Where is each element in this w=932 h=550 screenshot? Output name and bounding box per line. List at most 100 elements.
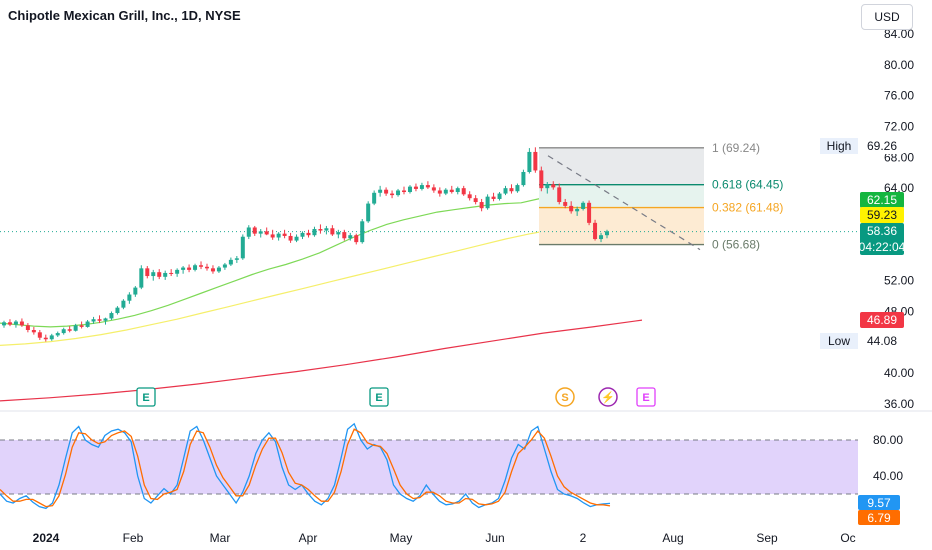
candle-body — [599, 235, 604, 240]
candle-body — [360, 221, 365, 243]
stoch-k-line — [0, 422, 611, 510]
price-label-value: 62.15 — [867, 193, 897, 207]
candle-body — [336, 232, 341, 235]
candle-body — [402, 190, 407, 193]
candle-body — [527, 151, 532, 172]
x-tick-label: Sep — [756, 531, 778, 545]
y-tick-label: 36.00 — [884, 397, 914, 411]
axes: 84.0080.0076.0072.0068.0064.0052.0048.00… — [33, 27, 915, 545]
candle-body — [449, 189, 454, 193]
candle-body — [2, 322, 6, 326]
candle-body — [431, 187, 436, 191]
price-label-timer: 04:22:04 — [859, 240, 906, 254]
price-label-tag-text: Low — [828, 334, 850, 348]
candle-body — [485, 196, 490, 209]
candle-body — [509, 188, 514, 192]
candle-body — [276, 233, 281, 238]
candle-body — [31, 330, 36, 333]
x-tick-label: Mar — [210, 531, 231, 545]
candle-body — [270, 234, 275, 238]
candle-body — [246, 227, 251, 237]
moving-averages — [0, 195, 643, 402]
candle-body — [187, 267, 192, 270]
candle-body — [127, 294, 132, 301]
event-marker-label: S — [561, 392, 568, 404]
candle-body — [330, 228, 335, 235]
candle-body — [163, 272, 168, 277]
candle-body — [348, 235, 353, 239]
candle-body — [25, 325, 30, 330]
price-label-tag — [820, 138, 858, 154]
candle-body — [413, 186, 418, 189]
candle-body — [175, 269, 180, 274]
candle-body — [342, 232, 347, 239]
price-label-box — [860, 333, 904, 349]
currency-button[interactable]: USD — [861, 4, 913, 30]
candle-body — [7, 322, 12, 325]
candle-body — [563, 202, 568, 206]
candle-body — [193, 265, 198, 270]
fib-trend-line — [547, 155, 701, 251]
x-tick-label: May — [390, 531, 413, 545]
y-tick-label: 64.00 — [884, 181, 914, 195]
price-label-value: 58.36 — [867, 224, 897, 238]
candle-body — [605, 231, 609, 236]
candle-body — [103, 318, 108, 321]
stoch-band — [0, 440, 858, 494]
candle-body — [467, 194, 472, 199]
price-label-value: 44.08 — [867, 334, 897, 348]
candle-body — [204, 266, 209, 269]
candle-body — [37, 332, 42, 338]
candle-body — [79, 325, 84, 327]
candle-body — [43, 337, 48, 340]
price-label-box — [860, 207, 904, 223]
candle-body — [67, 329, 72, 331]
candle-body — [461, 188, 466, 195]
candle-body — [73, 325, 78, 331]
candle-body — [575, 208, 580, 212]
candle-body — [587, 202, 592, 223]
price-label-value: 69.26 — [867, 139, 897, 153]
price-label-value: 59.23 — [867, 208, 897, 222]
earnings-marker — [369, 387, 389, 407]
event-marker-label: E — [375, 392, 382, 404]
x-tick-label: Apr — [299, 531, 318, 545]
fib-level-label: 0.618 (64.45) — [712, 178, 783, 192]
candle-body — [228, 259, 233, 265]
fibonacci-retracement: 1 (69.24) 0.618 (64.45) 0.382 (61.48) 0 (56… — [0, 141, 858, 252]
candle-body — [372, 192, 377, 204]
x-tick-label: Feb — [123, 531, 144, 545]
candle-body — [521, 171, 526, 186]
candle-body — [288, 235, 293, 241]
candle-body — [199, 265, 204, 267]
event-markers: E E S ⚡ E — [136, 387, 656, 407]
ma200-line — [0, 319, 643, 402]
candle-body — [396, 190, 401, 196]
x-tick-label: Aug — [662, 531, 683, 545]
event-marker — [555, 387, 575, 407]
candle-body — [49, 335, 54, 340]
candle-body — [85, 321, 90, 327]
stoch-value-label: 6.79 — [867, 511, 891, 525]
x-tick-label: 2 — [580, 531, 587, 545]
candle-body — [455, 188, 460, 193]
x-tick-label: Oc — [840, 531, 855, 545]
event-marker — [598, 387, 618, 407]
candle-body — [312, 229, 317, 236]
candle-body — [252, 227, 257, 234]
candle-body — [473, 198, 478, 203]
candle-body — [222, 264, 227, 268]
candle-body — [19, 321, 24, 326]
candle-body — [569, 205, 574, 212]
stochastic-panel: 80.00 40.00 9.576.79 — [0, 410, 932, 525]
candle-body — [479, 202, 484, 209]
price-label-tag-text: High — [827, 139, 852, 153]
candle-body — [109, 313, 114, 319]
candle-body — [240, 236, 245, 259]
y-tick-label: 80.00 — [884, 58, 914, 72]
candle-body — [551, 184, 556, 188]
candle-body — [91, 319, 96, 322]
candles — [2, 147, 609, 342]
candle-body — [539, 170, 544, 189]
